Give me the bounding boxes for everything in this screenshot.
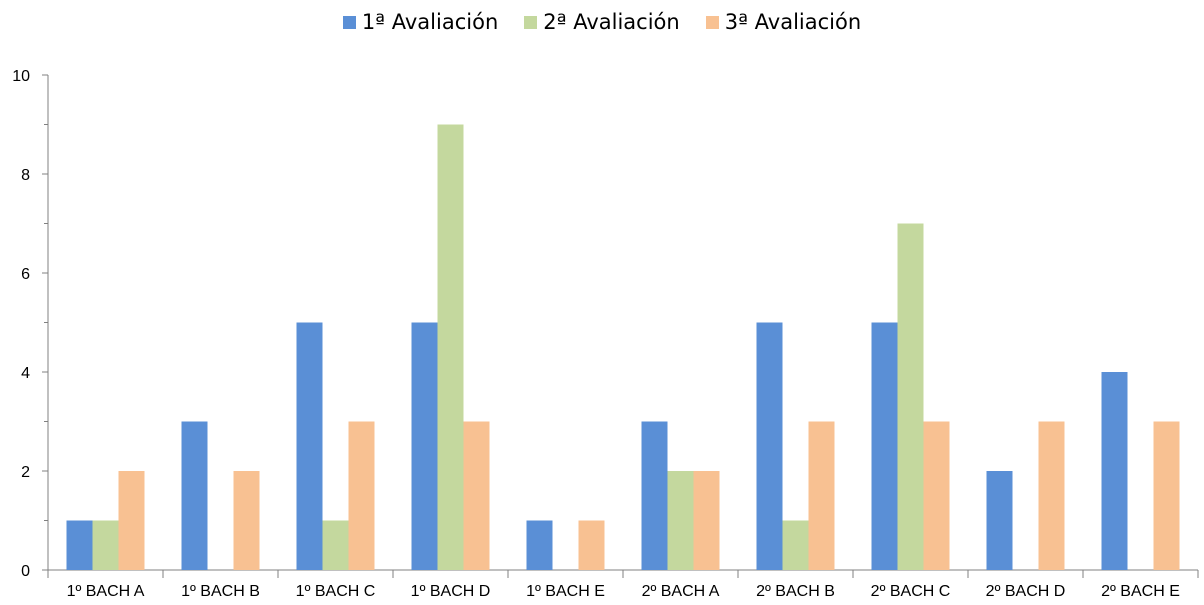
bar (296, 322, 323, 570)
y-tick-label: 6 (21, 266, 30, 283)
y-tick-label: 4 (21, 365, 30, 382)
x-tick-label: 1º BACH A (67, 583, 145, 600)
x-tick-label: 1º BACH C (296, 583, 376, 600)
legend: 1ª Avaliación 2ª Avaliación 3ª Avaliación (0, 8, 1204, 36)
bar (756, 322, 783, 570)
y-tick-label: 10 (12, 68, 30, 85)
bar (641, 421, 668, 570)
legend-item: 1ª Avaliación (342, 10, 499, 34)
bar (463, 421, 490, 570)
bar (667, 471, 694, 570)
bar (66, 520, 93, 570)
legend-label: 3ª Avaliación (724, 10, 862, 34)
bar (897, 223, 924, 570)
bar (526, 520, 553, 570)
x-tick-label: 1º BACH D (411, 583, 491, 600)
bar (92, 520, 119, 570)
legend-label: 2ª Avaliación (543, 10, 680, 34)
x-tick-label: 2º BACH E (1101, 583, 1180, 600)
y-tick-label: 8 (21, 167, 30, 184)
bar (1038, 421, 1065, 570)
y-tick-label: 2 (21, 464, 30, 481)
x-tick-label: 2º BACH C (871, 583, 951, 600)
legend-item: 2ª Avaliación (524, 10, 680, 34)
bar (118, 471, 145, 570)
bar (1101, 372, 1128, 570)
legend-label: 1ª Avaliación (361, 10, 499, 34)
bar (808, 421, 835, 570)
legend-swatch (524, 15, 538, 29)
bar (233, 471, 260, 570)
bar (181, 421, 208, 570)
y-axis: 0 2 4 6 8 10 (12, 68, 49, 580)
bar (923, 421, 950, 570)
bar (437, 124, 464, 570)
bar (871, 322, 898, 570)
bar (1153, 421, 1180, 570)
bar (693, 471, 720, 570)
x-tick-label: 2º BACH B (756, 583, 835, 600)
legend-swatch (705, 15, 719, 29)
bar (578, 520, 605, 570)
x-tick-label: 2º BACH D (986, 583, 1066, 600)
bar (986, 471, 1013, 570)
bar (782, 520, 809, 570)
legend-swatch (342, 15, 356, 29)
x-tick-label: 2º BACH A (642, 583, 720, 600)
bar (322, 520, 349, 570)
bars (66, 124, 1180, 570)
x-tick-label: 1º BACH B (181, 583, 260, 600)
bar (348, 421, 375, 570)
x-tick-label: 1º BACH E (526, 583, 605, 600)
legend-item: 3ª Avaliación (705, 10, 862, 34)
x-axis: 1º BACH A 1º BACH B 1º BACH C 1º BACH D 1º B… (47, 569, 1199, 600)
y-tick-label: 0 (21, 563, 30, 580)
bar (411, 322, 438, 570)
